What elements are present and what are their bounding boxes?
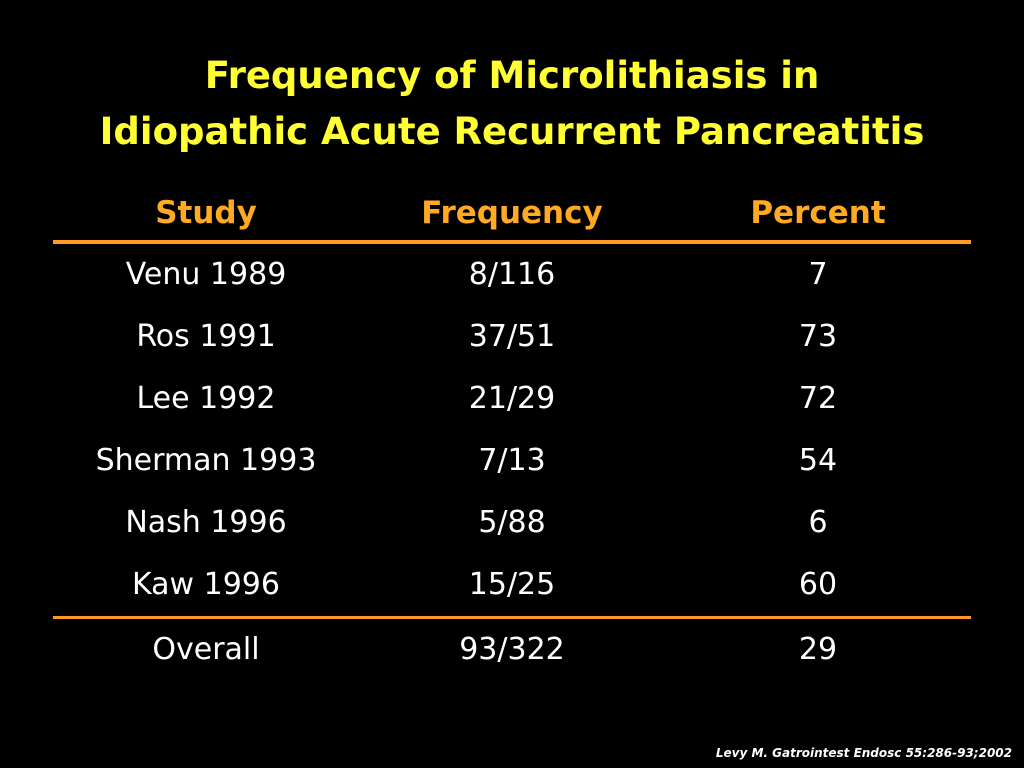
table-row: Sherman 1993 7/13 54: [53, 430, 971, 492]
cell-study: Nash 1996: [125, 505, 287, 540]
table-row: Lee 1992 21/29 72: [53, 368, 971, 430]
cell-frequency: 5/88: [478, 505, 546, 540]
slide-title: Frequency of Microlithiasis in Idiopathi…: [0, 48, 1024, 160]
cell-frequency: 8/116: [468, 257, 556, 292]
table-row: Kaw 1996 15/25 60: [53, 554, 971, 619]
table-row: Ros 1991 37/51 73: [53, 306, 971, 368]
cell-overall-frequency: 93/322: [459, 632, 565, 667]
table-row: Nash 1996 5/88 6: [53, 492, 971, 554]
cell-study: Ros 1991: [136, 319, 276, 354]
cell-percent: 60: [665, 554, 971, 619]
cell-overall-percent: 29: [798, 632, 838, 667]
microlithiasis-table: Study Frequency Percent Venu 1989 8/116 …: [53, 186, 971, 681]
cell-study: Lee 1992: [136, 381, 276, 416]
cell-overall-label: Overall: [152, 632, 260, 667]
cell-study: Sherman 1993: [95, 443, 317, 478]
cell-percent: 6: [808, 505, 828, 540]
table-header-row: Study Frequency Percent: [53, 186, 971, 244]
table-row-overall: Overall 93/322 29: [53, 618, 971, 682]
cell-percent: 7: [808, 257, 828, 292]
cell-frequency: 37/51: [468, 319, 556, 354]
slide-title-line-2: Idiopathic Acute Recurrent Pancreatitis: [99, 110, 925, 153]
cell-percent: 73: [798, 319, 838, 354]
citation: Levy M. Gatrointest Endosc 55:286-93;200…: [715, 746, 1012, 760]
cell-percent: 54: [798, 443, 838, 478]
data-table-container: Study Frequency Percent Venu 1989 8/116 …: [53, 186, 971, 681]
header-study: Study: [53, 186, 359, 244]
cell-percent: 72: [798, 381, 838, 416]
cell-study: Kaw 1996: [53, 554, 359, 619]
cell-frequency: 7/13: [478, 443, 546, 478]
cell-frequency: 21/29: [468, 381, 556, 416]
cell-frequency: 15/25: [359, 554, 665, 619]
header-frequency: Frequency: [359, 186, 665, 244]
cell-study: Venu 1989: [125, 257, 287, 292]
header-percent: Percent: [665, 186, 971, 244]
slide-title-line-1: Frequency of Microlithiasis in: [204, 54, 820, 97]
table-row: Venu 1989 8/116 7: [53, 242, 971, 306]
